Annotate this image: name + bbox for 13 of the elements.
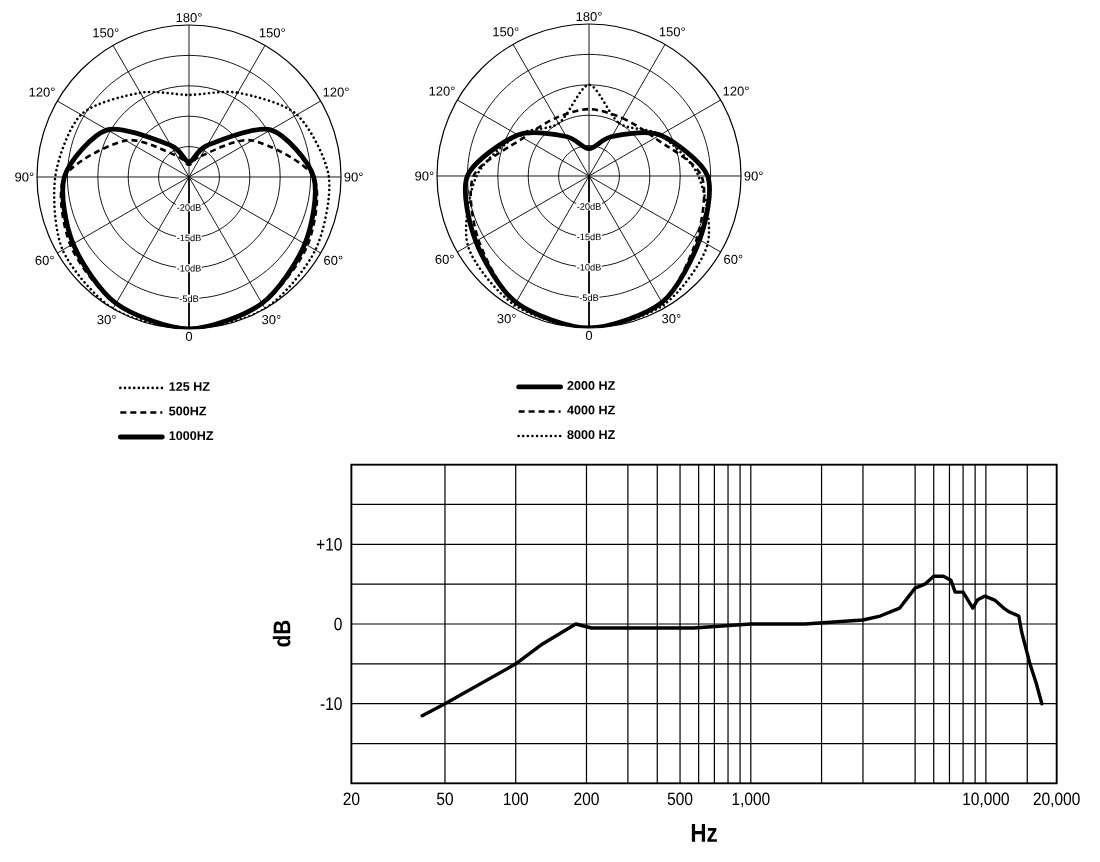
x-tick-label: 20 [343, 792, 360, 806]
x-tick-label: 20,000 [1033, 792, 1080, 808]
x-tick-label: 1,000 [732, 792, 770, 808]
y-tick-label: 0 [334, 617, 342, 631]
x-tick-label: 500 [667, 792, 693, 806]
y-axis-title: dB [272, 620, 291, 647]
y-tick-label: +10 [316, 537, 342, 551]
x-tick-label: 200 [574, 792, 599, 806]
x-axis-title: Hz [691, 823, 717, 842]
y-tick-label: -10 [320, 697, 342, 711]
x-tick-label: 10,000 [963, 792, 1009, 808]
x-tick-label: 50 [436, 792, 453, 806]
x-tick-label: 100 [504, 792, 529, 806]
